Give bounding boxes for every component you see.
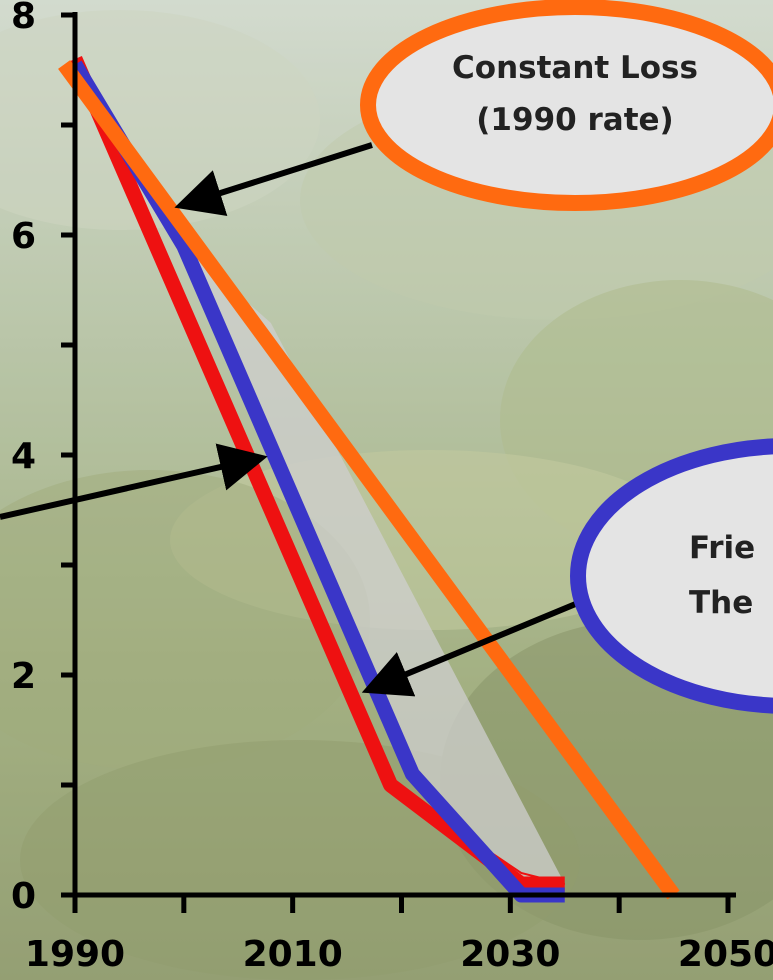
- grey-range-band: [183, 246, 565, 895]
- friction-label-line-2: The: [689, 585, 753, 621]
- y-tick-label-2: 2: [11, 656, 36, 697]
- annotation-arrows: [0, 142, 592, 697]
- constant-loss-bubble: [360, 0, 773, 211]
- x-tick-label-2050: 2050: [678, 934, 773, 975]
- y-tick-label-8: 8: [11, 0, 36, 37]
- range-band: [183, 246, 565, 895]
- x-tick-label-2010: 2010: [243, 934, 343, 975]
- arrow-to-blue-line: [361, 595, 592, 697]
- friction-label-line-1: Frie: [689, 530, 755, 566]
- x-tick-label-1990: 1990: [25, 934, 125, 975]
- y-tick-label-6: 6: [11, 216, 36, 257]
- constant-loss-label-line-1: Constant Loss: [452, 50, 698, 86]
- axes: 0 2 4 6 8 1990 2010 2030 2050: [11, 0, 773, 975]
- annotation-bubbles: Constant Loss (1990 rate) Frie The: [360, 0, 773, 714]
- y-tick-label-0: 0: [11, 876, 36, 917]
- constant-loss-label-line-2: (1990 rate): [476, 102, 673, 138]
- friction-bubble: [570, 438, 773, 714]
- series-line-orange: [58, 60, 680, 900]
- arrow-to-red-line: [0, 443, 268, 520]
- x-tick-label-2030: 2030: [460, 934, 560, 975]
- series-line-red: [68, 56, 565, 892]
- y-tick-label-4: 4: [11, 436, 36, 477]
- arrow-to-orange-line: [174, 142, 373, 217]
